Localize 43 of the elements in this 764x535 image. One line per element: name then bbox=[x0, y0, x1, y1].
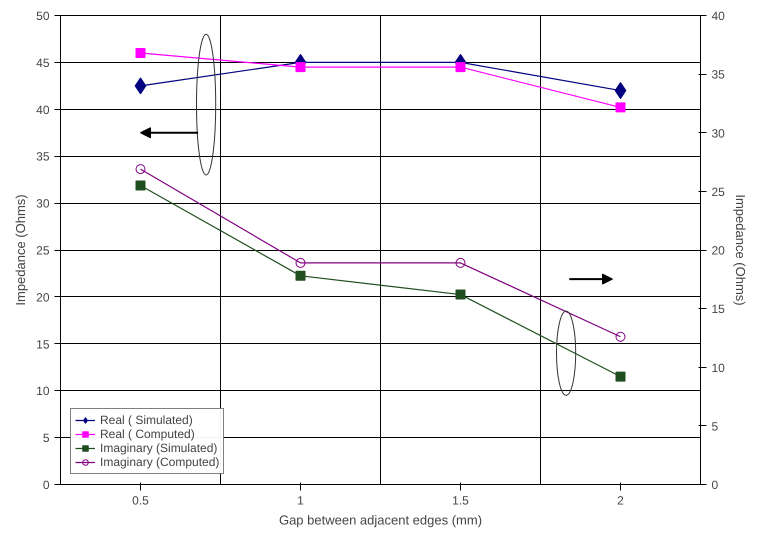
y-tick-label: 10 bbox=[36, 384, 50, 398]
point bbox=[296, 258, 306, 268]
y2-tick-label: 10 bbox=[712, 360, 726, 375]
x-tick-label: 1.5 bbox=[452, 494, 470, 508]
y2-tick-label: 0 bbox=[712, 478, 718, 492]
x-tick-label: 0.5 bbox=[132, 494, 150, 508]
y-tick-label: 30 bbox=[36, 196, 50, 211]
x-axis-title: Gap between adjacent edges (mm) bbox=[278, 512, 482, 528]
y-tick-label: 25 bbox=[36, 244, 50, 258]
y2-axis-title: Impedance (Ohms) bbox=[732, 194, 748, 306]
y-tick-label: 0 bbox=[42, 478, 50, 492]
y-tick-label: 5 bbox=[42, 431, 50, 446]
point bbox=[616, 372, 626, 382]
x-tick-label: 1 bbox=[297, 494, 304, 508]
y-tick-label: 15 bbox=[36, 337, 50, 352]
legend-label: Real ( Simulated) bbox=[100, 413, 193, 427]
point bbox=[616, 102, 626, 112]
y2-tick-label: 40 bbox=[712, 9, 726, 23]
point bbox=[136, 180, 146, 191]
legend-label: Real ( Computed) bbox=[100, 427, 195, 441]
point bbox=[296, 270, 306, 281]
legend-label: Imaginary (Simulated) bbox=[100, 441, 218, 455]
x-tick-label: 2 bbox=[617, 494, 624, 508]
y2-tick-label: 20 bbox=[712, 244, 726, 258]
y2-tick-label: 30 bbox=[712, 126, 726, 140]
y-tick-label: 50 bbox=[36, 9, 50, 23]
y-tick-label: 35 bbox=[36, 150, 50, 164]
point bbox=[456, 62, 466, 72]
point bbox=[456, 258, 466, 268]
point bbox=[616, 332, 626, 342]
point bbox=[136, 48, 146, 58]
y2-tick-label: 5 bbox=[712, 419, 718, 434]
y-axis-title: Impedance (Ohms) bbox=[13, 194, 28, 306]
point bbox=[456, 290, 466, 300]
point bbox=[296, 62, 306, 72]
y2-tick-label: 35 bbox=[712, 68, 726, 82]
point bbox=[136, 164, 146, 174]
y2-tick-label: 15 bbox=[712, 302, 726, 316]
y2-tick-label: 25 bbox=[712, 184, 726, 199]
y-tick-label: 45 bbox=[36, 56, 50, 70]
y-tick-label: 40 bbox=[36, 102, 50, 117]
legend-label: Imaginary (Computed) bbox=[100, 455, 220, 469]
y-tick-label: 20 bbox=[36, 290, 50, 304]
